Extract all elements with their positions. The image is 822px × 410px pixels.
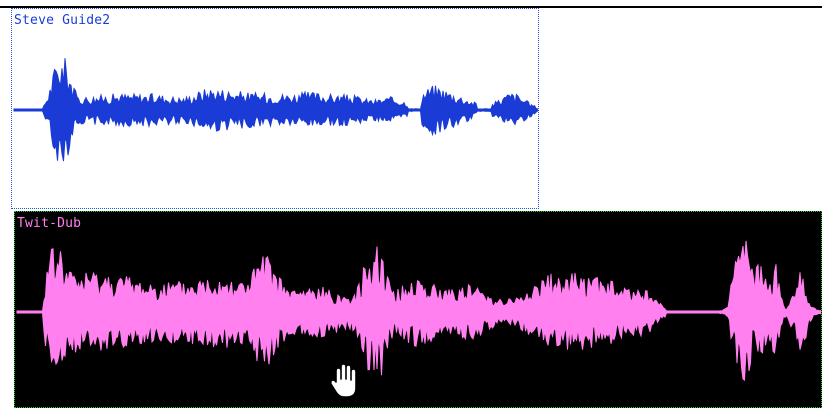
waveform-dub-path (16, 240, 821, 382)
waveform-twit-dub (16, 240, 821, 382)
timeline-top-rule (0, 6, 822, 8)
region-name-label: Twit-Dub (17, 216, 82, 231)
region-name-label: Steve Guide2 (14, 13, 111, 28)
grab-hand-icon (329, 363, 357, 398)
waveform-guide-path (13, 58, 538, 162)
audio-region-steve-guide2[interactable]: Steve Guide2 (11, 8, 539, 209)
audio-region-twit-dub[interactable]: Twit-Dub (14, 211, 822, 408)
waveform-steve-guide2 (13, 58, 538, 162)
